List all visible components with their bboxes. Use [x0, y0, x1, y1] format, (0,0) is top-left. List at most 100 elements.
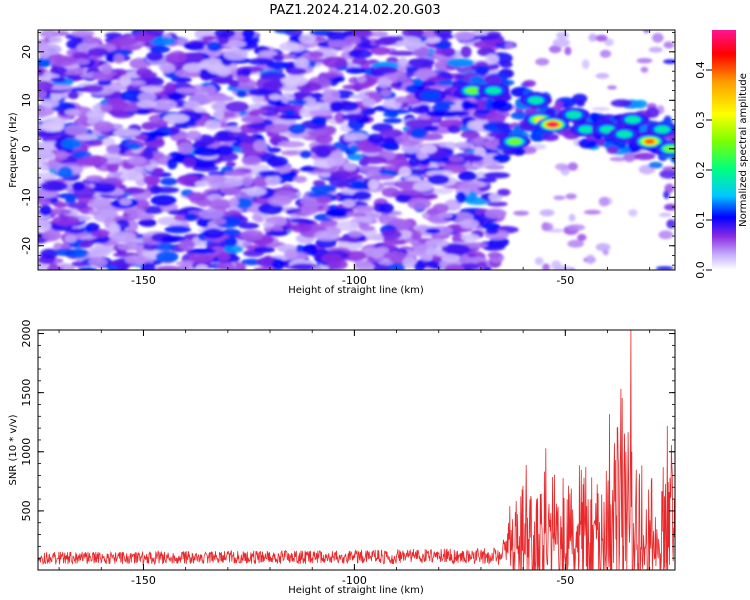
heatmap-hotspot: [644, 138, 655, 145]
heatmap-cell: [604, 38, 614, 47]
y-tick-label: 20: [20, 45, 33, 59]
heatmap-cell: [208, 95, 235, 102]
heatmap-cell: [548, 228, 565, 233]
heatmap-cell: [225, 101, 250, 113]
heatmap-cell: [293, 175, 307, 183]
heatmap-cell: [344, 132, 369, 141]
heatmap-cell: [567, 162, 578, 171]
heatmap-cell: [211, 101, 229, 112]
colorbar-ticks: 0.0 0.1 0.2 0.3 0.4: [694, 61, 712, 279]
colorbar-tick-label: 0.2: [694, 161, 707, 179]
heatmap-cell: [384, 251, 407, 260]
heatmap-cell: [38, 172, 58, 181]
heatmap-cell: [554, 100, 564, 111]
heatmap-cell: [486, 112, 506, 124]
heatmap-cell: [607, 85, 617, 90]
heatmap-cell: [143, 243, 158, 251]
heatmap-cell: [497, 188, 511, 197]
heatmap-cell: [42, 229, 62, 242]
heatmap-cell: [460, 254, 471, 264]
heatmap-hotspot: [527, 96, 544, 105]
heatmap-cell: [381, 187, 400, 198]
heatmap-cell: [534, 257, 544, 266]
heatmap-cell: [643, 30, 650, 34]
heatmap-cell: [373, 66, 398, 74]
x-tick-label: -100: [342, 574, 367, 587]
heatmap-cell: [112, 36, 139, 46]
y-tick-label: 2000: [20, 320, 33, 348]
heatmap-cell: [318, 72, 339, 79]
heatmap-cell: [64, 108, 81, 116]
heatmap-cell: [645, 107, 660, 118]
heatmap-cell: [152, 167, 164, 175]
heatmap-cell: [321, 89, 340, 101]
heatmap-cell: [370, 46, 391, 56]
heatmap-cell: [266, 132, 280, 138]
heatmap-cell: [223, 125, 242, 132]
heatmap-cell: [444, 110, 470, 117]
heatmap-cell: [141, 121, 158, 131]
heatmap-cell: [467, 120, 487, 130]
snr-panel: -150 -100 -50 500 1000 1500 2000 Height of str…: [8, 320, 676, 596]
heatmap-cell: [307, 129, 329, 136]
heatmap-cell: [252, 214, 263, 222]
heatmap-cell: [65, 197, 76, 204]
heatmap-hotspot: [419, 90, 441, 101]
heatmap-cell: [599, 49, 612, 58]
snr-y-axis-label: SNR (10 * v/v): [8, 414, 19, 485]
heatmap-cell: [122, 187, 146, 195]
heatmap-cell: [38, 150, 56, 161]
heatmap-cell: [39, 30, 59, 38]
heatmap-cell: [394, 96, 409, 103]
heatmap-cell: [136, 108, 150, 115]
heatmap-cell: [251, 176, 270, 188]
x-tick-label: -150: [131, 274, 156, 287]
heatmap-cell: [303, 243, 317, 256]
heatmap-cell: [345, 66, 367, 74]
heatmap-cell: [85, 222, 100, 232]
heatmap-cell: [374, 38, 397, 46]
heatmap-cell: [88, 257, 108, 267]
heatmap-cell: [343, 162, 358, 172]
heatmap-cell: [119, 198, 132, 206]
heatmap-cell: [294, 57, 310, 69]
heatmap-cell: [315, 146, 331, 159]
heatmap-cell: [578, 138, 598, 149]
heatmap-cell: [86, 109, 105, 121]
heatmap-cell: [541, 222, 554, 232]
heatmap-cell: [658, 230, 674, 240]
heatmap-cell: [488, 131, 508, 138]
heatmap-cell: [38, 89, 47, 100]
heatmap-cell: [441, 254, 461, 263]
heatmap-cell: [164, 225, 192, 234]
heatmap-cell: [334, 236, 360, 242]
heatmap-cell: [405, 66, 418, 73]
heatmap-cell: [485, 53, 499, 65]
y-tick-label: 1500: [20, 379, 33, 407]
heatmap-cell: [160, 177, 178, 186]
heatmap-cell: [94, 182, 117, 194]
heatmap-cell: [308, 109, 334, 117]
heatmap-cell: [98, 208, 118, 220]
colorbar-tick-label: 0.0: [694, 261, 707, 279]
heatmap-cell: [52, 215, 80, 226]
heatmap-cell: [142, 150, 154, 161]
heatmap-cell: [61, 138, 82, 150]
heatmap-cell: [564, 46, 572, 56]
heatmap-cell: [336, 101, 359, 112]
heatmap-cell: [636, 58, 653, 64]
colorbar-tick-label: 0.1: [694, 211, 707, 229]
heatmap-cell: [258, 202, 283, 215]
heatmap-cell: [425, 170, 454, 177]
heatmap-cell: [437, 212, 453, 219]
heatmap-cell: [64, 234, 78, 243]
heatmap-cell: [240, 68, 252, 77]
heatmap-cell: [143, 174, 161, 186]
heatmap-cell: [455, 191, 467, 204]
heatmap-cell: [341, 113, 364, 122]
heatmap-cell: [206, 41, 222, 52]
heatmap-cell: [542, 263, 550, 270]
heatmap-cell: [595, 72, 610, 79]
snr-frame: [37, 329, 676, 571]
heatmap-cell: [413, 68, 437, 80]
